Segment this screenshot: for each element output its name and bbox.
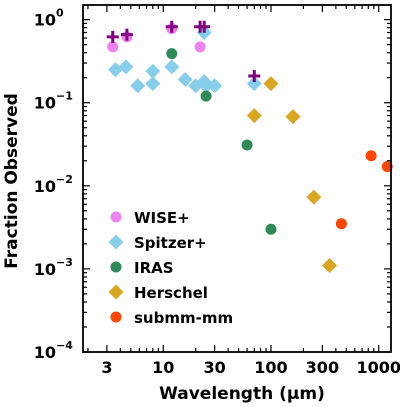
data-point-herschel	[246, 108, 262, 124]
x-axis-label: Wavelength (µm)	[159, 384, 325, 404]
x-tick-label: 1000	[356, 358, 400, 377]
x-tick-label: 100	[254, 358, 287, 377]
y-tick-label: 10	[34, 343, 56, 362]
y-tick-label: 10	[34, 11, 56, 30]
y-tick-label: 10	[34, 177, 56, 196]
data-point-spitzer	[107, 62, 123, 78]
y-tick-exponent: −3	[56, 256, 73, 269]
data-point-iras	[200, 90, 212, 102]
legend-label: WISE+	[134, 209, 190, 227]
data-point-unlabeled	[106, 30, 119, 43]
y-tick-exponent: −1	[56, 90, 73, 103]
legend-marker	[108, 234, 124, 250]
data-point-spitzer	[198, 78, 214, 94]
data-point-unlabeled	[248, 69, 261, 82]
data-point-spitzer	[207, 78, 223, 94]
legend-marker	[110, 211, 122, 223]
x-tick-label: 300	[306, 358, 339, 377]
data-point-iras	[241, 139, 253, 151]
y-tick-exponent: −4	[56, 339, 73, 352]
data-point-wise	[107, 41, 119, 53]
y-tick-label: 10	[34, 94, 56, 113]
data-point-submm-mm	[365, 150, 377, 162]
x-tick-label: 10	[152, 358, 174, 377]
data-point-unlabeled	[165, 20, 178, 33]
legend-label: Spitzer+	[134, 234, 207, 252]
legend-label: Herschel	[134, 284, 208, 302]
plot-points	[106, 20, 393, 273]
data-point-spitzer	[164, 59, 180, 75]
legend: WISE+ Spitzer+ IRAS Herschel submm-mm	[108, 209, 233, 327]
x-tick-label: 3	[101, 358, 112, 377]
data-point-spitzer	[177, 72, 193, 88]
data-point-submm-mm	[381, 161, 393, 173]
data-point-herschel	[263, 76, 279, 92]
data-point-spitzer	[130, 78, 146, 94]
data-point-iras	[265, 223, 277, 235]
data-point-herschel	[285, 109, 301, 125]
y-tick-exponent: −2	[56, 173, 73, 186]
y-tick-label: 10	[34, 260, 56, 279]
legend-marker	[110, 311, 122, 323]
x-tick-label: 30	[204, 358, 226, 377]
data-point-wise	[194, 41, 206, 53]
data-point-spitzer	[118, 59, 134, 75]
data-point-iras	[166, 48, 178, 60]
legend-marker	[108, 284, 124, 300]
data-point-herschel	[322, 257, 338, 273]
data-point-spitzer	[145, 63, 161, 79]
legend-marker	[110, 261, 122, 273]
data-point-unlabeled	[120, 28, 133, 41]
data-point-submm-mm	[335, 218, 347, 230]
legend-label: submm-mm	[134, 309, 233, 327]
y-axis-label: Fraction Observed	[2, 93, 22, 269]
y-tick-exponent: 0	[56, 7, 64, 20]
data-point-spitzer	[145, 76, 161, 92]
data-point-unlabeled	[198, 20, 211, 33]
x-axis: 3 10 30 100 300 1000	[87, 5, 400, 377]
plot-frame	[82, 4, 392, 353]
legend-label: IRAS	[134, 259, 174, 277]
data-point-herschel	[306, 189, 322, 205]
data-point-spitzer	[246, 76, 262, 92]
